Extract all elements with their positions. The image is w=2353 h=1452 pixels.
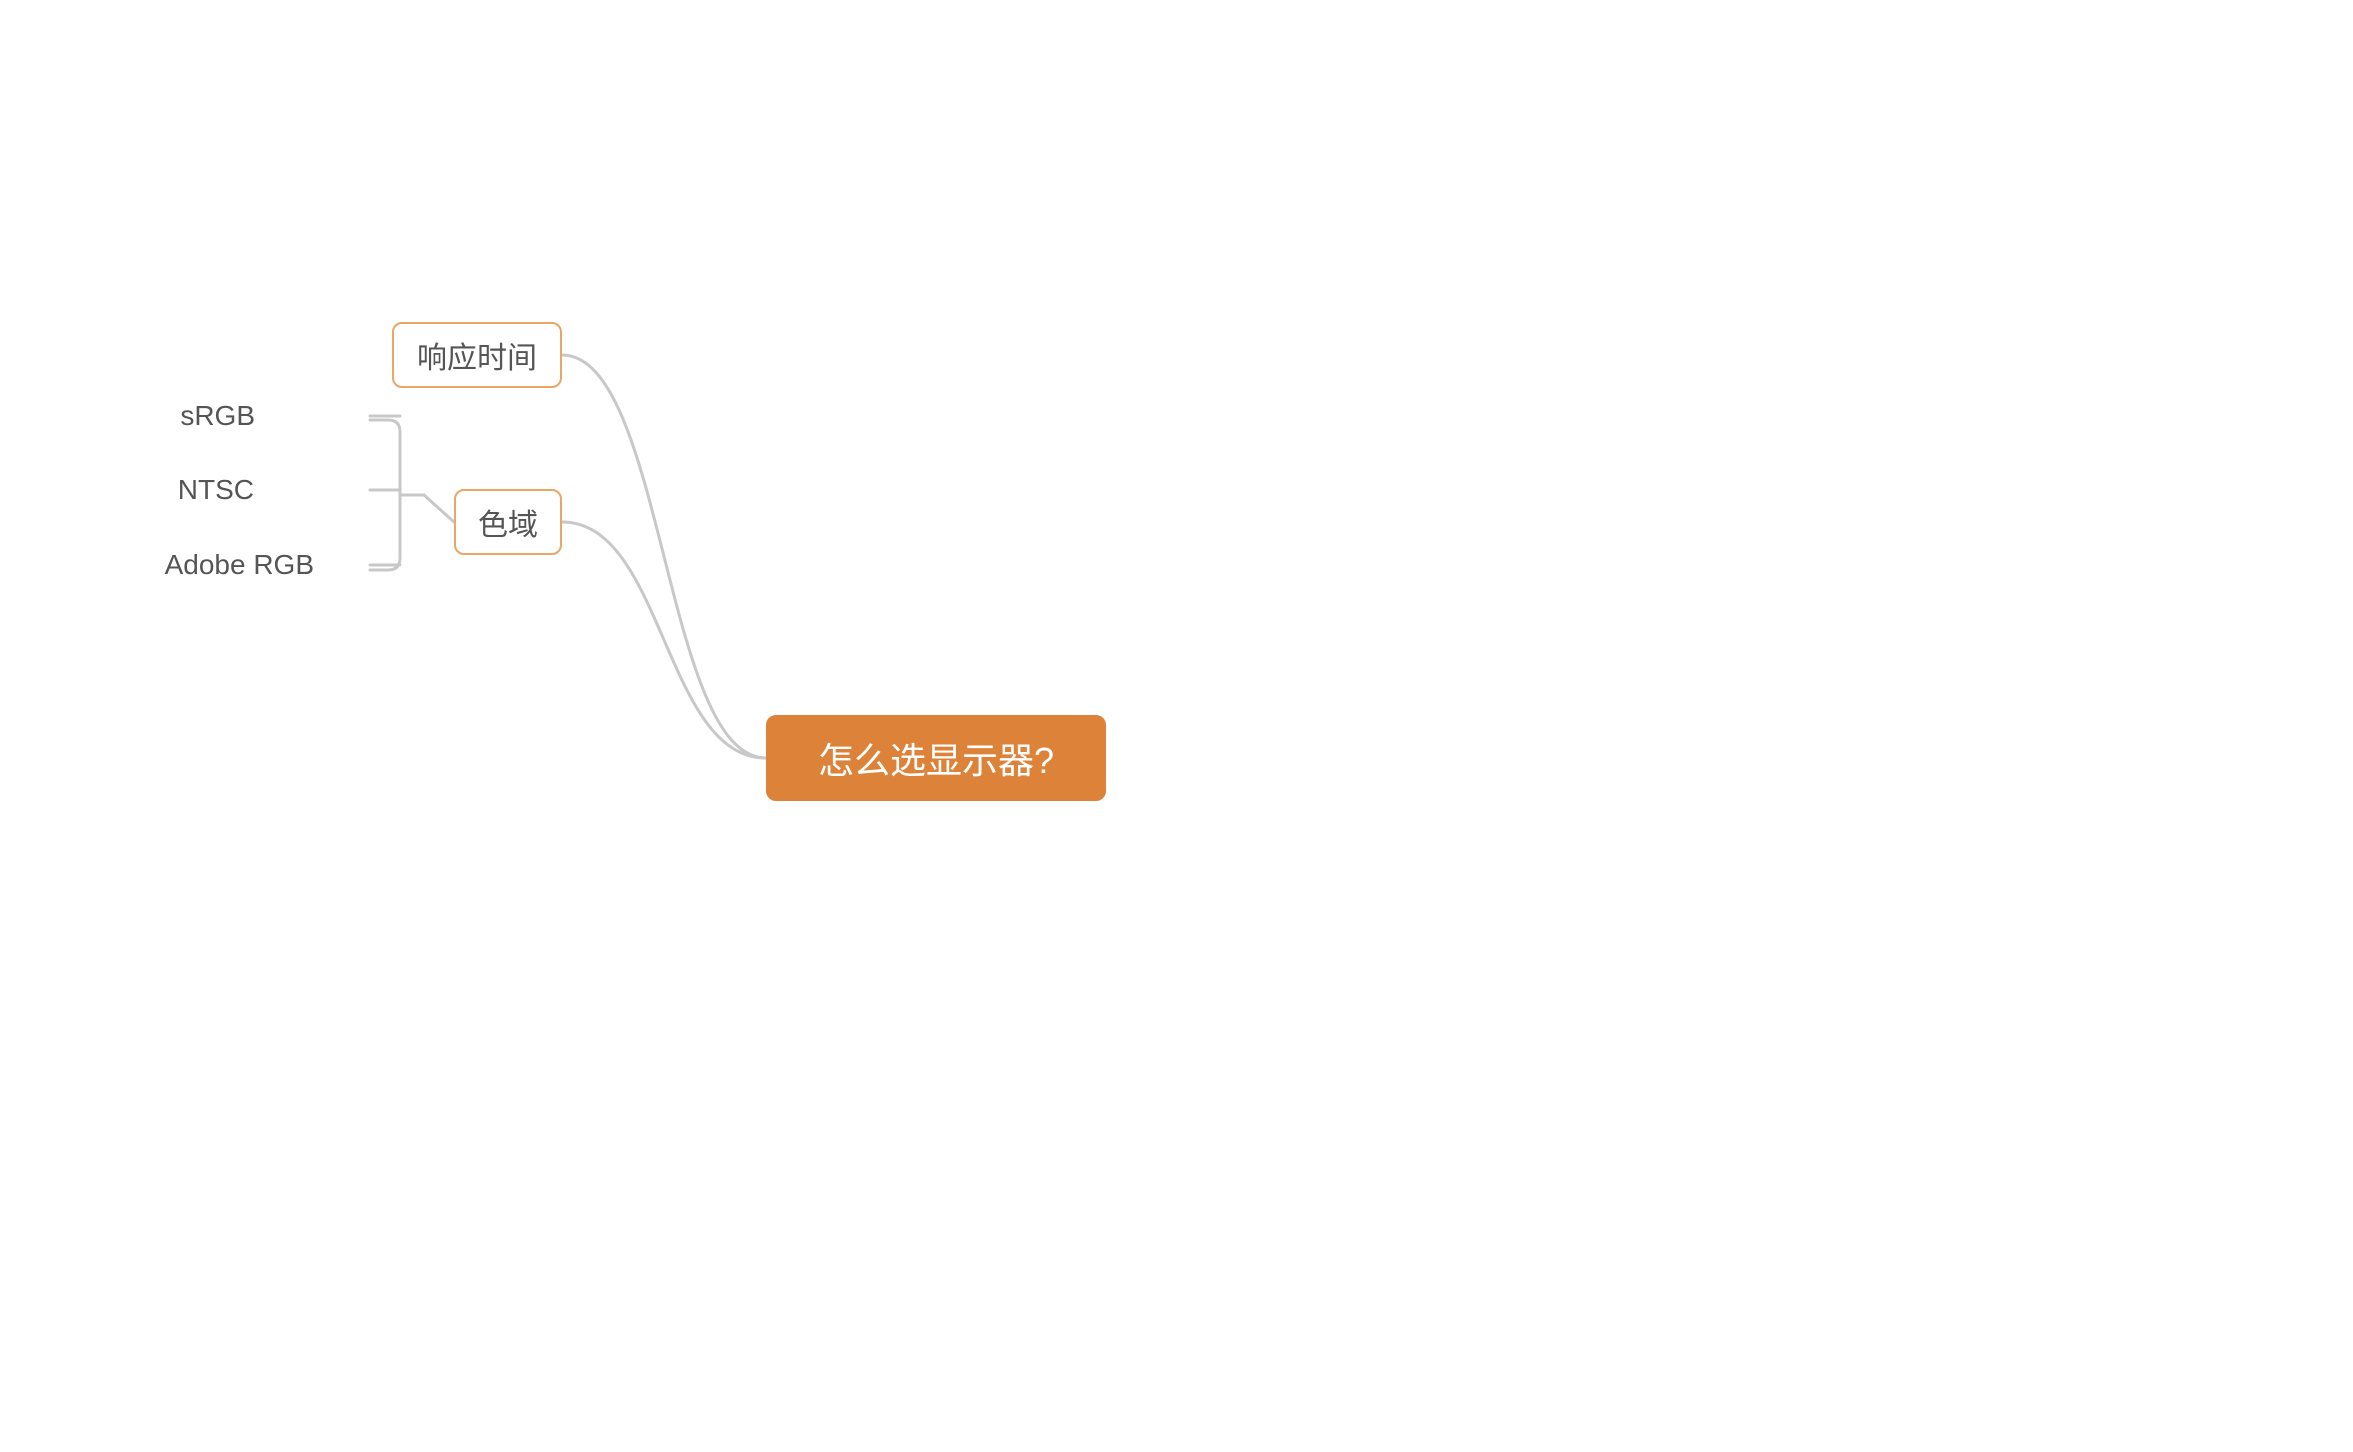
leaf-adobergb: Adobe RGB xyxy=(165,547,314,583)
root-node: 怎么选显示器? xyxy=(766,715,1106,801)
leaf-ntsc: NTSC xyxy=(178,472,254,508)
leaf-srgb: sRGB xyxy=(180,398,255,434)
connector-layer xyxy=(0,0,2353,1452)
branch-color-gamut: 色域 xyxy=(454,489,562,555)
mindmap-canvas: 怎么选显示器? 响应时间色域 sRGB NTSC Adobe RGB xyxy=(0,0,2353,1452)
branch-response-time: 响应时间 xyxy=(392,322,562,388)
